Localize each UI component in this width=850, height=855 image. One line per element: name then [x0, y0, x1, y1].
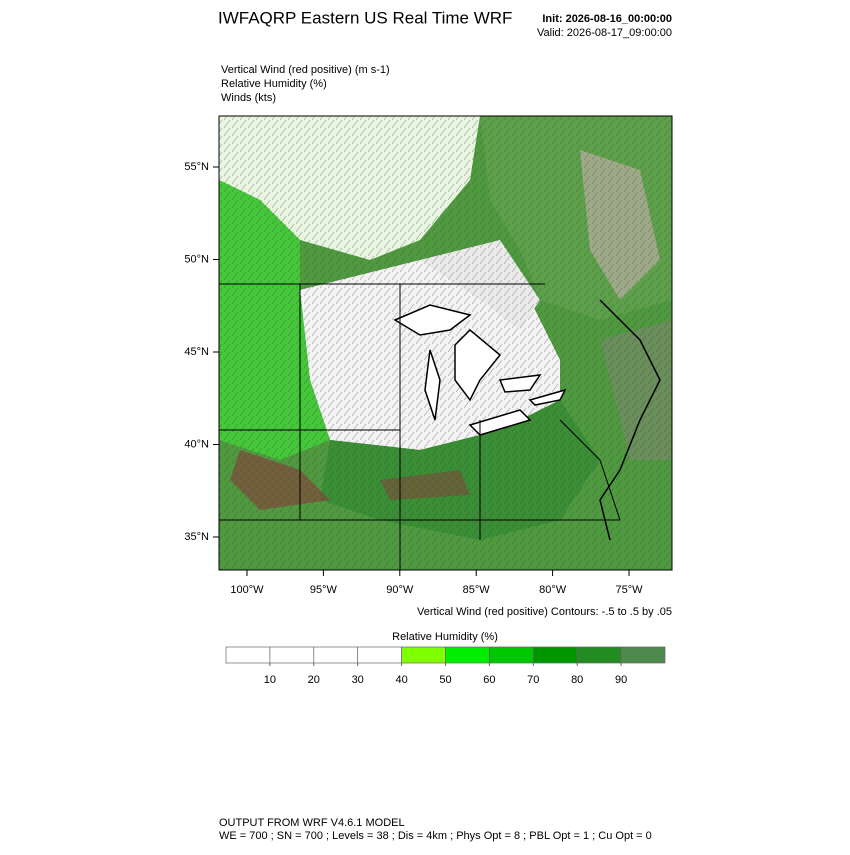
colorbar-box	[313, 646, 359, 664]
colorbar-label: 20	[308, 674, 320, 686]
lon-tick-label: 90°W	[386, 584, 414, 596]
colorbar-label: 30	[352, 674, 364, 686]
colorbar-box	[357, 646, 402, 664]
lat-tick-label: 50°N	[184, 253, 209, 265]
footer-line: WE = 700 ; SN = 700 ; Levels = 38 ; Dis …	[219, 830, 652, 842]
colorbar-box	[445, 646, 490, 664]
valid-time: Valid: 2026-08-17_09:00:00	[537, 27, 672, 39]
contour-note: Vertical Wind (red positive) Contours: -…	[417, 606, 672, 618]
footer-line: OUTPUT FROM WRF V4.6.1 MODEL	[219, 817, 405, 829]
lat-tick-label: 55°N	[184, 161, 209, 173]
colorbar-label: 70	[527, 674, 539, 686]
title: IWFAQRP Eastern US Real Time WRF	[218, 8, 512, 27]
lon-tick-label: 75°W	[615, 584, 643, 596]
colorbar-box	[620, 646, 666, 664]
lon-tick-label: 100°W	[230, 584, 264, 596]
lon-tick-label: 85°W	[463, 584, 491, 596]
lat-tick-label: 35°N	[184, 531, 209, 543]
field-label: Relative Humidity (%)	[221, 78, 327, 90]
colorbar-box	[401, 646, 446, 664]
lat-tick-label: 40°N	[184, 438, 209, 450]
colorbar-box	[269, 646, 315, 664]
lat-tick-label: 45°N	[184, 346, 209, 358]
lon-tick-label: 80°W	[539, 584, 567, 596]
colorbar-box	[576, 646, 622, 664]
colorbar-label: 60	[483, 674, 495, 686]
lon-tick-label: 95°W	[310, 584, 338, 596]
colorbar-box	[532, 646, 578, 664]
colorbar-box	[489, 646, 534, 664]
field-label: Vertical Wind (red positive) (m s-1)	[221, 64, 390, 76]
colorbar-label: 40	[395, 674, 407, 686]
colorbar-label: 10	[264, 674, 276, 686]
colorbar-box	[225, 646, 271, 664]
colorbar-title: Relative Humidity (%)	[392, 631, 498, 643]
colorbar-label: 90	[615, 674, 627, 686]
colorbar-label: 80	[571, 674, 583, 686]
init-time: Init: 2026-08-16_00:00:00	[542, 13, 672, 25]
field-label: Winds (kts)	[221, 92, 276, 104]
map-image	[219, 116, 672, 570]
colorbar-label: 50	[439, 674, 451, 686]
map-frame	[218, 115, 673, 571]
